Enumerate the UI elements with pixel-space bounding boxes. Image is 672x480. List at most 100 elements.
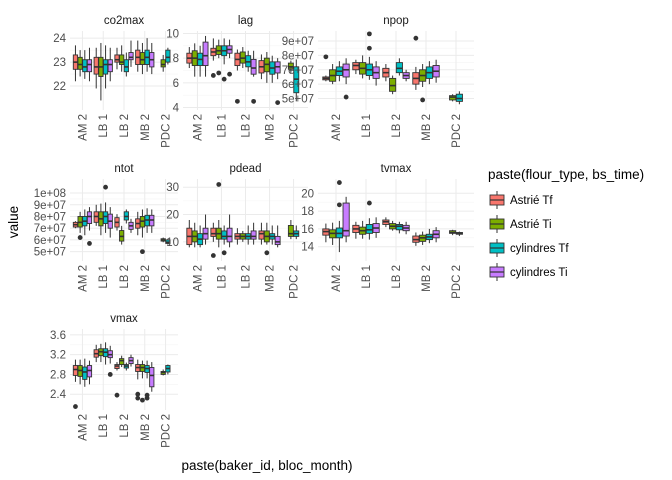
y-tick-label: 14 bbox=[301, 242, 314, 254]
box-astri-ti bbox=[139, 209, 146, 255]
x-tick-label: LB 2 bbox=[241, 114, 253, 138]
box-astri-ti bbox=[119, 45, 125, 72]
box-astri-ti bbox=[215, 39, 222, 76]
x-tick-label: LB 1 bbox=[216, 114, 228, 138]
box-body bbox=[128, 52, 134, 61]
outlier-point bbox=[140, 397, 145, 403]
box-astri-ti bbox=[287, 60, 294, 73]
box-body bbox=[342, 202, 350, 237]
outlier-point bbox=[343, 94, 349, 100]
y-tick-label: 9e+07 bbox=[34, 200, 66, 212]
outlier-point bbox=[135, 391, 141, 397]
outlier-point bbox=[107, 372, 113, 377]
box-cylindres-ti bbox=[128, 40, 134, 67]
outlier-point bbox=[144, 392, 150, 398]
box-cylindres-tf bbox=[455, 231, 463, 237]
box-cylindres-ti bbox=[342, 58, 350, 100]
box-cylindres-tf bbox=[395, 221, 403, 234]
legend-item-cylindres-tf: cylindres Tf bbox=[489, 239, 569, 257]
box-body bbox=[287, 225, 294, 237]
x-tick-label: LB 2 bbox=[119, 414, 131, 438]
y-tick-label: 3.6 bbox=[50, 330, 66, 342]
outlier-point bbox=[77, 235, 83, 240]
box-cylindres-ti bbox=[107, 345, 113, 377]
box-cylindres-tf bbox=[269, 55, 276, 83]
legend-label: Astrié Tf bbox=[510, 195, 553, 207]
outlier-point bbox=[73, 404, 78, 409]
y-tick-label: 10 bbox=[166, 28, 179, 40]
x-tick-label: AM 2 bbox=[77, 114, 89, 141]
box-cylindres-tf bbox=[335, 180, 343, 253]
box-astri-ti bbox=[419, 64, 427, 103]
legend-label: cylindres Tf bbox=[510, 243, 569, 255]
x-tick-label: AM 2 bbox=[331, 265, 343, 292]
box-astri-ti bbox=[98, 203, 104, 236]
box-cylindres-ti bbox=[128, 354, 134, 367]
box-cylindres-ti bbox=[202, 35, 209, 77]
outlier-point bbox=[103, 184, 108, 190]
legend-item-cylindres-ti: cylindres Ti bbox=[489, 263, 568, 281]
box-astri-ti bbox=[160, 369, 166, 376]
outlier-point bbox=[227, 71, 232, 77]
box-body bbox=[114, 54, 120, 63]
box-body bbox=[86, 211, 93, 224]
box-cylindres-ti bbox=[86, 47, 93, 82]
x-tick-label: AM 2 bbox=[192, 265, 204, 292]
box-cylindres-tf bbox=[123, 362, 129, 371]
x-tick-label: MB 2 bbox=[265, 114, 277, 141]
panel-lag: 4 6 8 10 AM 2 LB 1 LB 2 MB 2 PDC 2 lag bbox=[166, 15, 308, 148]
legend-items: Astrié Tf Astrié Ti cylindres Tf cylindres … bbox=[489, 191, 569, 281]
box-astri-ti bbox=[139, 360, 146, 403]
box-astri-ti bbox=[389, 75, 397, 95]
box-astri-tf bbox=[186, 220, 193, 248]
outlier-point bbox=[221, 250, 227, 256]
facet-title: tvmax bbox=[381, 163, 412, 175]
y-tick-label: 30 bbox=[166, 182, 179, 194]
x-tick-label: LB 2 bbox=[391, 114, 403, 138]
box-cylindres-ti bbox=[250, 50, 257, 104]
box-cylindres-tf bbox=[165, 47, 171, 65]
box-astri-ti bbox=[359, 220, 367, 239]
x-tick-label: LB 2 bbox=[391, 265, 403, 289]
outlier-point bbox=[87, 241, 92, 246]
box-cylindres-ti bbox=[226, 39, 233, 77]
y-tick-label: 6 bbox=[173, 78, 179, 90]
box-cylindres-ti bbox=[432, 59, 440, 83]
box-cylindres-ti bbox=[149, 42, 155, 75]
box-cylindres-ti bbox=[250, 222, 257, 245]
box-body bbox=[72, 365, 79, 376]
x-tick-label: LB 2 bbox=[119, 265, 131, 289]
box-astri-tf bbox=[258, 54, 265, 80]
box-cylindres-tf bbox=[102, 184, 109, 233]
facet-title: co2max bbox=[104, 15, 145, 27]
y-tick-label: 20 bbox=[301, 188, 314, 200]
outlier-point bbox=[221, 76, 227, 82]
box-astri-tf bbox=[72, 45, 79, 82]
legend-label: cylindres Ti bbox=[510, 267, 568, 279]
box-body bbox=[395, 224, 403, 231]
outlier-point bbox=[275, 100, 281, 105]
box-cylindres-ti bbox=[372, 61, 380, 86]
box-astri-ti bbox=[329, 222, 337, 245]
box-cylindres-tf bbox=[221, 225, 228, 256]
y-tick-label: 3.2 bbox=[50, 350, 66, 362]
legend: paste(flour_type, bs_time) Astrié TfAstr… bbox=[488, 167, 644, 281]
y-tick-label: 20 bbox=[166, 210, 179, 222]
box-cylindres-ti bbox=[149, 209, 155, 233]
x-tick-label: PDC 2 bbox=[161, 414, 173, 448]
y-tick-label: 5e+07 bbox=[34, 247, 66, 259]
x-tick-label: PDC 2 bbox=[451, 114, 463, 148]
y-tick-label: 7e+07 bbox=[34, 223, 66, 235]
y-tick-label: 4 bbox=[173, 103, 180, 115]
box-astri-ti bbox=[449, 229, 457, 236]
box-body bbox=[82, 366, 88, 380]
y-tick-label: 23 bbox=[53, 57, 66, 69]
box-body bbox=[102, 59, 109, 75]
x-tick-label: LB 2 bbox=[241, 265, 253, 289]
x-tick-label: AM 2 bbox=[77, 265, 89, 292]
outlier-point bbox=[135, 395, 141, 401]
box-body bbox=[274, 235, 281, 246]
outlier-point bbox=[251, 98, 257, 104]
box-cylindres-ti bbox=[107, 207, 113, 238]
